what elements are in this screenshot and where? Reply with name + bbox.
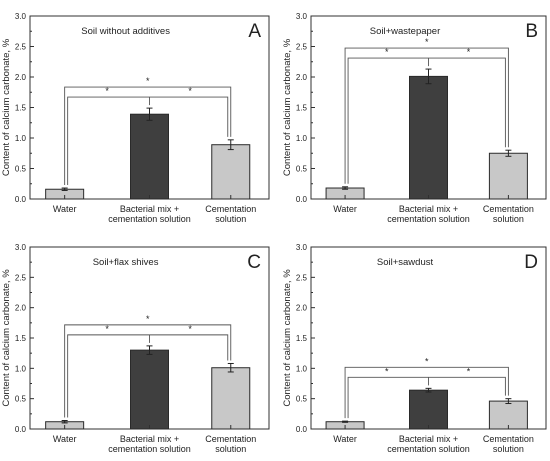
- y-tick-label: 1.0: [296, 364, 308, 373]
- y-axis-label: Content of calcium carbonate, %: [282, 269, 293, 407]
- y-tick-label: 2.0: [15, 73, 27, 82]
- x-category-label: Water: [53, 204, 77, 214]
- x-category-label: Cementation: [483, 204, 534, 214]
- significance-star: *: [146, 314, 150, 324]
- bar: [211, 144, 251, 200]
- panel-letter: A: [248, 21, 261, 42]
- y-tick-label: 1.0: [296, 134, 308, 143]
- significance-star: *: [385, 366, 389, 376]
- x-category-label: solution: [215, 214, 246, 224]
- chart-panel-d: 0.0 0.5 1.0 1.5 2.0 2.5 3.0 Content of calcium …: [282, 243, 547, 454]
- y-axis-label: Content of calcium carbonate, %: [282, 38, 293, 176]
- significance-star: *: [105, 86, 109, 96]
- significance-bracket-pairs: [347, 376, 506, 419]
- x-category-label: solution: [493, 214, 524, 224]
- significance-bracket-pairs: [67, 334, 229, 418]
- panel-letter: D: [524, 252, 538, 273]
- x-category-label: solution: [493, 444, 524, 454]
- x-category-label: solution: [215, 444, 246, 454]
- significance-bracket-water-cementation: [344, 366, 509, 419]
- y-tick-label: 0.0: [296, 425, 308, 434]
- panel-title: Soil+flax shives: [93, 257, 159, 268]
- y-tick-label: 1.5: [296, 104, 308, 113]
- y-tick-label: 0.5: [296, 165, 308, 174]
- x-category-label: Bacterial mix +: [399, 434, 458, 444]
- x-category-label: Bacterial mix +: [120, 204, 179, 214]
- y-tick-label: 2.0: [296, 304, 308, 313]
- significance-star: *: [467, 47, 471, 57]
- y-axis-label: Content of calcium carbonate, %: [1, 38, 12, 176]
- bar: [130, 113, 169, 200]
- x-category-label: Water: [53, 434, 77, 444]
- y-tick-label: 1.0: [15, 364, 27, 373]
- significance-star: *: [188, 324, 192, 334]
- y-tick-label: 2.5: [296, 43, 308, 52]
- significance-star: *: [425, 37, 429, 47]
- panel-letter: B: [525, 21, 538, 42]
- y-tick-label: 3.0: [15, 243, 27, 252]
- y-tick-label: 1.5: [296, 334, 308, 343]
- panel-letter: C: [247, 252, 261, 273]
- significance-star: *: [188, 86, 192, 96]
- x-category-label: Cementation: [483, 434, 534, 444]
- x-category-label: Bacterial mix +: [399, 204, 458, 214]
- y-tick-label: 1.5: [15, 104, 27, 113]
- chart-panel-b: 0.0 0.5 1.0 1.5 2.0 2.5 3.0 Content of calcium …: [282, 12, 547, 224]
- significance-bracket-pairs: [347, 57, 506, 184]
- y-axis-label: Content of calcium carbonate, %: [1, 269, 12, 407]
- significance-star: *: [385, 47, 389, 57]
- significance-star: *: [425, 356, 429, 366]
- bar: [488, 400, 528, 430]
- chart-panel-a: 0.0 0.5 1.0 1.5 2.0 2.5 3.0 Content of calcium …: [1, 12, 270, 224]
- x-category-label: cementation solution: [387, 214, 470, 224]
- x-category-label: cementation solution: [387, 444, 470, 454]
- y-tick-label: 2.0: [15, 304, 27, 313]
- significance-star: *: [105, 324, 109, 334]
- chart-panel-c: 0.0 0.5 1.0 1.5 2.0 2.5 3.0 Content of calcium …: [1, 243, 270, 454]
- significance-star: *: [467, 366, 471, 376]
- panel-title: Soil without additives: [81, 26, 170, 37]
- y-tick-label: 2.0: [296, 73, 308, 82]
- y-tick-label: 1.5: [15, 334, 27, 343]
- x-category-label: Water: [333, 204, 357, 214]
- y-tick-label: 3.0: [296, 12, 308, 21]
- y-tick-label: 2.5: [296, 273, 308, 282]
- y-tick-label: 0.0: [15, 425, 27, 434]
- bar: [211, 367, 251, 430]
- y-tick-label: 3.0: [296, 243, 308, 252]
- significance-bracket-pairs: [67, 96, 229, 186]
- y-tick-label: 0.5: [15, 165, 27, 174]
- bar: [409, 75, 448, 200]
- y-tick-label: 1.0: [15, 134, 27, 143]
- y-tick-label: 0.0: [15, 195, 27, 204]
- significance-bracket-water-cementation: [64, 86, 232, 186]
- x-category-label: Water: [333, 434, 357, 444]
- significance-bracket-water-cementation: [344, 47, 509, 184]
- panel-title: Soil+wastepaper: [370, 26, 441, 37]
- bar: [409, 389, 448, 430]
- y-tick-label: 2.5: [15, 273, 27, 282]
- x-category-label: Bacterial mix +: [120, 434, 179, 444]
- x-category-label: cementation solution: [108, 214, 191, 224]
- y-tick-label: 2.5: [15, 43, 27, 52]
- y-tick-label: 3.0: [15, 12, 27, 21]
- x-category-label: Cementation: [205, 434, 256, 444]
- x-category-label: cementation solution: [108, 444, 191, 454]
- bar: [130, 349, 169, 430]
- panel-title: Soil+sawdust: [377, 257, 434, 268]
- x-category-label: Cementation: [205, 204, 256, 214]
- significance-bracket-water-cementation: [64, 324, 232, 418]
- y-tick-label: 0.5: [15, 395, 27, 404]
- y-tick-label: 0.5: [296, 395, 308, 404]
- significance-star: *: [146, 76, 150, 86]
- y-tick-label: 0.0: [296, 195, 308, 204]
- bar: [488, 152, 528, 200]
